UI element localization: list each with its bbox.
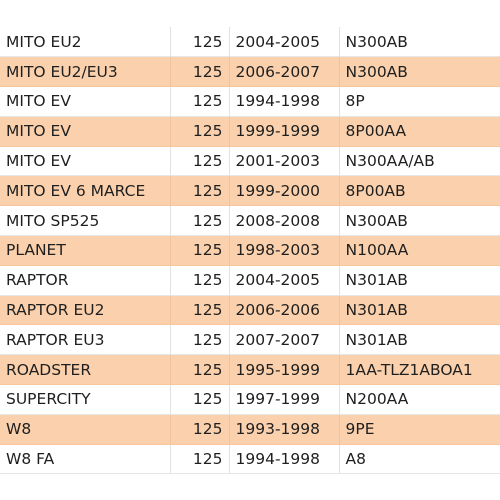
displacement-cell: 125 bbox=[170, 235, 230, 266]
model-cell: ROADSTER bbox=[0, 354, 171, 386]
model-cell: RAPTOR EU3 bbox=[0, 324, 171, 356]
model-cell: MITO EV 6 MARCE bbox=[0, 175, 171, 207]
table-row: W8 125 1993-1998 9PE bbox=[0, 414, 500, 445]
code-cell: N300AA/AB bbox=[339, 146, 500, 177]
code-cell: N200AA bbox=[339, 384, 500, 415]
displacement-cell: 125 bbox=[170, 384, 230, 415]
table-row: MITO EV 125 1999-1999 8P00AA bbox=[0, 116, 500, 147]
model-table: MITO EU2 125 2004-2005 N300AB MITO EU2/E… bbox=[0, 27, 500, 475]
years-cell: 2007-2007 bbox=[229, 324, 340, 356]
displacement-cell: 125 bbox=[170, 265, 230, 296]
code-cell: 1AA-TLZ1ABOA1 bbox=[339, 354, 500, 386]
table-row: RAPTOR 125 2004-2005 N301AB bbox=[0, 265, 500, 296]
table-row: MITO EV 6 MARCE 125 1999-2000 8P00AB bbox=[0, 175, 500, 207]
model-cell: MITO SP525 bbox=[0, 205, 171, 237]
years-cell: 1994-1998 bbox=[229, 86, 340, 117]
code-cell: A8 bbox=[339, 444, 500, 475]
table-row: MITO SP525 125 2008-2008 N300AB bbox=[0, 205, 500, 237]
displacement-cell: 125 bbox=[170, 86, 230, 117]
years-cell: 2006-2007 bbox=[229, 56, 340, 88]
model-cell: MITO EV bbox=[0, 146, 171, 177]
years-cell: 2001-2003 bbox=[229, 146, 340, 177]
displacement-cell: 125 bbox=[170, 444, 230, 475]
years-cell: 2004-2005 bbox=[229, 27, 340, 58]
model-cell: MITO EU2 bbox=[0, 27, 171, 58]
model-cell: RAPTOR bbox=[0, 265, 171, 296]
table-row: RAPTOR EU2 125 2006-2006 N301AB bbox=[0, 295, 500, 326]
displacement-cell: 125 bbox=[170, 205, 230, 237]
model-cell: SUPERCITY bbox=[0, 384, 171, 415]
displacement-cell: 125 bbox=[170, 354, 230, 386]
years-cell: 1998-2003 bbox=[229, 235, 340, 266]
code-cell: 8P00AB bbox=[339, 175, 500, 207]
years-cell: 1997-1999 bbox=[229, 384, 340, 415]
displacement-cell: 125 bbox=[170, 175, 230, 207]
table-row: MITO EU2/EU3 125 2006-2007 N300AB bbox=[0, 56, 500, 88]
model-cell: MITO EU2/EU3 bbox=[0, 56, 171, 88]
years-cell: 1994-1998 bbox=[229, 444, 340, 475]
years-cell: 2006-2006 bbox=[229, 295, 340, 326]
code-cell: 8P00AA bbox=[339, 116, 500, 147]
code-cell: N300AB bbox=[339, 205, 500, 237]
displacement-cell: 125 bbox=[170, 295, 230, 326]
table-row: MITO EU2 125 2004-2005 N300AB bbox=[0, 27, 500, 58]
displacement-cell: 125 bbox=[170, 324, 230, 356]
model-table-body: MITO EU2 125 2004-2005 N300AB MITO EU2/E… bbox=[0, 27, 500, 475]
model-cell: W8 FA bbox=[0, 444, 171, 475]
displacement-cell: 125 bbox=[170, 56, 230, 88]
displacement-cell: 125 bbox=[170, 27, 230, 58]
years-cell: 2004-2005 bbox=[229, 265, 340, 296]
years-cell: 1993-1998 bbox=[229, 414, 340, 445]
displacement-cell: 125 bbox=[170, 414, 230, 445]
table-row: RAPTOR EU3 125 2007-2007 N301AB bbox=[0, 324, 500, 356]
years-cell: 1999-2000 bbox=[229, 175, 340, 207]
code-cell: N301AB bbox=[339, 265, 500, 296]
model-cell: W8 bbox=[0, 414, 171, 445]
model-table-container: MITO EU2 125 2004-2005 N300AB MITO EU2/E… bbox=[0, 27, 500, 475]
code-cell: N300AB bbox=[339, 27, 500, 58]
table-row: SUPERCITY 125 1997-1999 N200AA bbox=[0, 384, 500, 415]
model-cell: RAPTOR EU2 bbox=[0, 295, 171, 326]
code-cell: N301AB bbox=[339, 295, 500, 326]
years-cell: 1995-1999 bbox=[229, 354, 340, 386]
displacement-cell: 125 bbox=[170, 116, 230, 147]
years-cell: 1999-1999 bbox=[229, 116, 340, 147]
code-cell: 9PE bbox=[339, 414, 500, 445]
code-cell: N100AA bbox=[339, 235, 500, 266]
displacement-cell: 125 bbox=[170, 146, 230, 177]
table-row: MITO EV 125 2001-2003 N300AA/AB bbox=[0, 146, 500, 177]
table-row: W8 FA 125 1994-1998 A8 bbox=[0, 444, 500, 475]
years-cell: 2008-2008 bbox=[229, 205, 340, 237]
table-row: MITO EV 125 1994-1998 8P bbox=[0, 86, 500, 117]
model-cell: MITO EV bbox=[0, 116, 171, 147]
model-cell: PLANET bbox=[0, 235, 171, 266]
model-cell: MITO EV bbox=[0, 86, 171, 117]
code-cell: N300AB bbox=[339, 56, 500, 88]
table-row: ROADSTER 125 1995-1999 1AA-TLZ1ABOA1 bbox=[0, 354, 500, 386]
code-cell: N301AB bbox=[339, 324, 500, 356]
table-row: PLANET 125 1998-2003 N100AA bbox=[0, 235, 500, 266]
code-cell: 8P bbox=[339, 86, 500, 117]
